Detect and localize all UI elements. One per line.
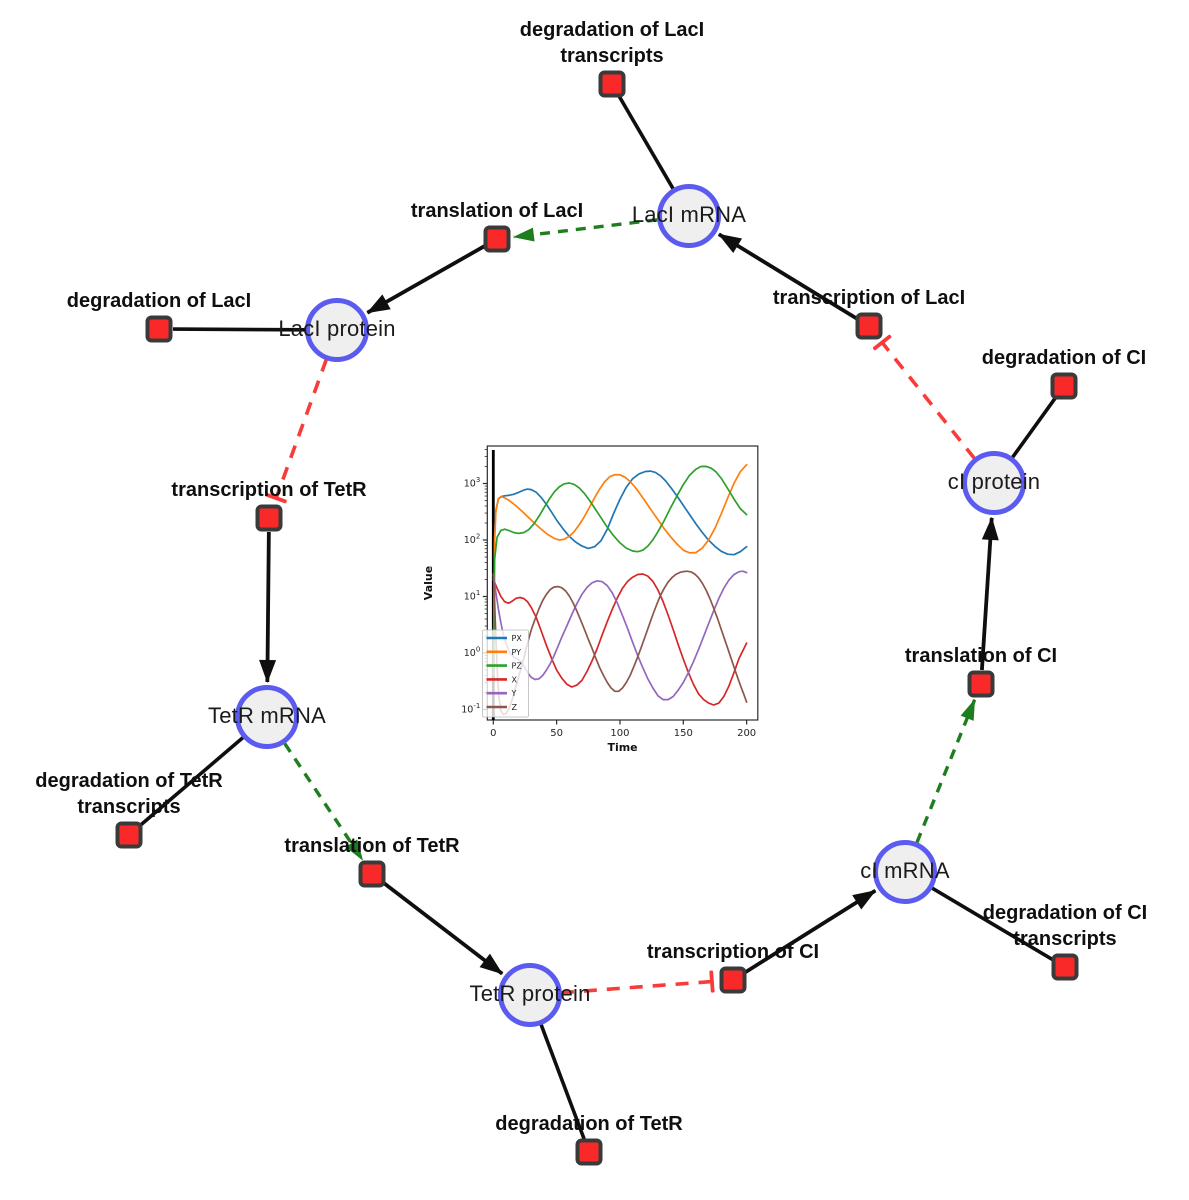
x-tick-label: 150 [674,728,693,739]
species-node-ci-mrna[interactable] [873,840,937,904]
edge-product-translation-ci-to-ci-protein [980,516,999,671]
edge-modifier-ci-mrna-to-translation-ci [915,698,977,843]
edge-reactant-tetr-mrna-to-deg-tetr-transcripts [138,735,246,828]
edge-reactant-tetr-protein-to-deg-tetr [538,1022,586,1140]
reaction-node-transcription-laci[interactable] [855,312,883,340]
legend-label: PY [512,648,522,657]
x-tick-label: 100 [610,728,629,739]
edge-product-translation-laci-to-laci-protein [366,244,486,315]
legend-label: Z [512,703,518,712]
y-tick-label: 101 [464,589,481,603]
reaction-node-deg-laci-transcripts[interactable] [598,70,626,98]
legend-label: X [512,675,518,684]
reaction-node-transcription-tetr[interactable] [255,504,283,532]
series-line-PX [492,470,748,677]
reaction-node-deg-ci[interactable] [1050,372,1078,400]
y-tick-label: 103 [464,476,481,490]
x-tick-label: 200 [737,728,756,739]
edge-inhibition-laci-protein-to-transcription-tetr [265,358,329,504]
edge-product-transcription-tetr-to-tetr-mrna [259,531,277,684]
legend-label: PX [512,634,523,643]
edge-modifier-tetr-mrna-to-translation-tetr [283,742,364,861]
reaction-node-deg-laci[interactable] [145,315,173,343]
reaction-node-translation-laci[interactable] [483,225,511,253]
edge-reactant-ci-mrna-to-deg-ci-transcripts [929,885,1054,962]
reaction-node-translation-tetr[interactable] [358,860,386,888]
edge-product-transcription-laci-to-laci-mrna [717,232,859,321]
series-line-PY [492,463,748,677]
edge-reactant-laci-mrna-to-deg-laci-transcripts [617,95,676,191]
x-tick-label: 50 [550,728,563,739]
species-node-laci-mrna[interactable] [657,184,721,248]
y-tick-label: 102 [464,533,481,547]
simulation-inset-chart: 10-1 100 101 102 103 0 50 100 150 200 Time Value PX P… [420,430,775,760]
species-node-tetr-mrna[interactable] [235,685,299,749]
species-node-tetr-protein[interactable] [498,963,562,1027]
reaction-node-deg-tetr[interactable] [575,1138,603,1166]
reaction-node-translation-ci[interactable] [967,670,995,698]
edge-inhibition-tetr-protein-to-transcription-ci [560,970,715,995]
edge-inhibition-ci-protein-to-transcription-laci [872,334,977,460]
reaction-node-deg-tetr-transcripts[interactable] [115,821,143,849]
x-axis-label: Time [607,741,637,754]
y-tick-label: 100 [464,646,481,660]
series-line-PZ [492,465,748,677]
edge-reactant-laci-protein-to-deg-laci [172,327,308,332]
edge-product-transcription-ci-to-ci-mrna [743,889,877,975]
series-line-X [492,573,748,706]
x-tick-label: 0 [490,728,496,739]
legend-label: PZ [512,662,523,671]
edge-reactant-ci-protein-to-deg-ci [1010,396,1058,460]
reaction-node-deg-ci-transcripts[interactable] [1051,953,1079,981]
plot-frame [486,445,759,721]
edge-product-translation-tetr-to-tetr-protein [381,881,504,976]
legend-box [482,629,529,718]
legend-label: Y [511,689,517,698]
species-node-laci-protein[interactable] [305,298,369,362]
reaction-node-transcription-ci[interactable] [719,966,747,994]
y-tick-label: 10-1 [461,702,480,716]
edge-modifier-laci-mrna-to-translation-laci [512,218,658,242]
y-axis-label: Value [422,566,435,600]
species-node-ci-protein[interactable] [962,451,1026,515]
